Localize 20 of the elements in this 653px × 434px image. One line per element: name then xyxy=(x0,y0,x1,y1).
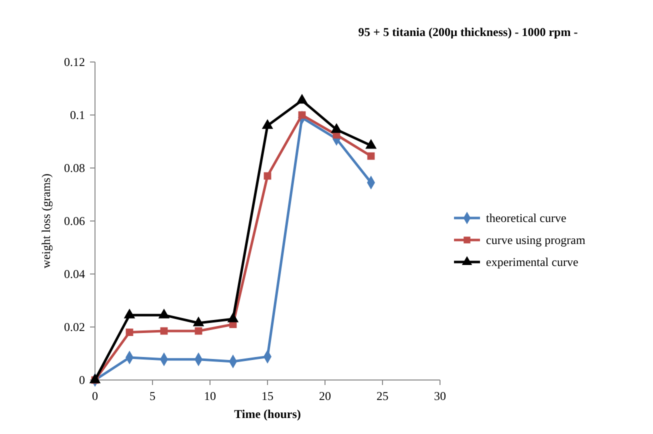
y-axis-title: weight loss (grams) xyxy=(39,174,53,268)
y-tick-label: 0.08 xyxy=(64,161,85,176)
x-tick-label: 30 xyxy=(434,389,446,403)
x-tick-label: 20 xyxy=(319,389,331,403)
x-tick-label: 5 xyxy=(150,389,156,403)
y-tick-label: 0.02 xyxy=(64,320,85,334)
x-tick-label: 15 xyxy=(262,389,274,403)
x-tick-label: 10 xyxy=(204,389,216,403)
text: 95 + 5 titania (200µ thickness) - 1000 rpm - xyxy=(358,25,578,39)
x-tick-label: 25 xyxy=(376,389,388,403)
y-tick-label: 0.04 xyxy=(64,267,85,282)
legend-label: curve using program xyxy=(486,233,586,248)
y-tick-label: 0.12 xyxy=(64,55,85,70)
x-tick-label: 0 xyxy=(92,389,98,403)
y-tick-label: 0.06 xyxy=(64,214,85,228)
legend-label: theoretical curve xyxy=(486,211,566,226)
x-axis-title: Time (hours) xyxy=(234,407,301,421)
legend-label: experimental curve xyxy=(486,255,578,270)
y-tick-label: 0.1 xyxy=(70,108,85,122)
y-tick-label: 0 xyxy=(79,373,85,388)
